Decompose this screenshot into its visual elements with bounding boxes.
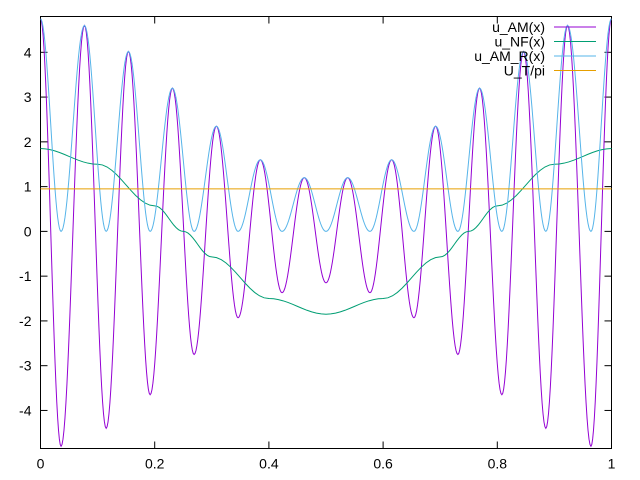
legend-label: u_NF(x) xyxy=(494,34,545,50)
x-tick-label: 1 xyxy=(608,456,616,472)
x-tick-label: 0.2 xyxy=(145,456,165,472)
x-tick-label: 0.4 xyxy=(259,456,279,472)
y-tick-label: 3 xyxy=(24,89,32,105)
series-line-0 xyxy=(40,18,612,448)
y-tick-label: -2 xyxy=(19,313,32,329)
axis-ticks: 0 0.2 0.4 0.6 0.8 1 4 3 2 1 0 -1 -2 -3 -4 xyxy=(19,16,616,472)
legend: u_AM(x)u_NF(x)u_AM_R(x)U_T/pi xyxy=(474,19,596,79)
y-tick-label: -1 xyxy=(19,268,32,284)
y-tick-label: 1 xyxy=(24,179,32,195)
x-tick-label: 0.6 xyxy=(373,456,393,472)
y-tick-label: 4 xyxy=(24,44,32,60)
series-layer xyxy=(40,18,612,448)
series-line-2 xyxy=(40,18,612,233)
series-line-1 xyxy=(40,148,612,315)
legend-label: u_AM_R(x) xyxy=(474,48,545,64)
legend-label: u_AM(x) xyxy=(492,19,545,35)
x-tick-label: 0 xyxy=(37,456,45,472)
y-tick-label: 2 xyxy=(24,134,32,150)
x-tick-label: 0.8 xyxy=(488,456,508,472)
y-tick-label: 0 xyxy=(24,223,32,239)
y-tick-label: -4 xyxy=(19,402,32,418)
plot-frame xyxy=(40,16,612,449)
legend-label: U_T/pi xyxy=(504,63,545,79)
y-tick-label: -3 xyxy=(19,358,32,374)
